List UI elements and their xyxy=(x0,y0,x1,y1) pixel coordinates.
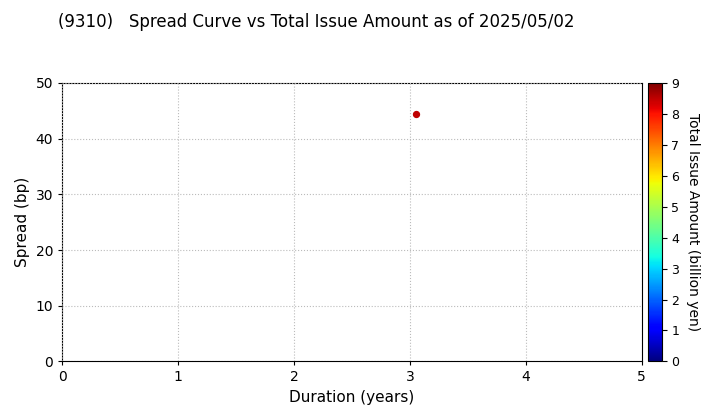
Point xyxy=(410,110,421,117)
X-axis label: Duration (years): Duration (years) xyxy=(289,390,415,405)
Y-axis label: Spread (bp): Spread (bp) xyxy=(15,177,30,267)
Y-axis label: Total Issue Amount (billion yen): Total Issue Amount (billion yen) xyxy=(686,113,700,331)
Text: (9310)   Spread Curve vs Total Issue Amount as of 2025/05/02: (9310) Spread Curve vs Total Issue Amoun… xyxy=(58,13,574,31)
